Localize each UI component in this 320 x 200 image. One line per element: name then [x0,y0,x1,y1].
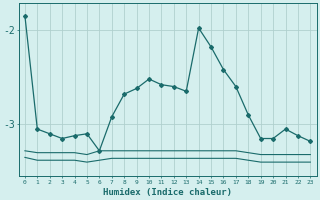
X-axis label: Humidex (Indice chaleur): Humidex (Indice chaleur) [103,188,232,197]
